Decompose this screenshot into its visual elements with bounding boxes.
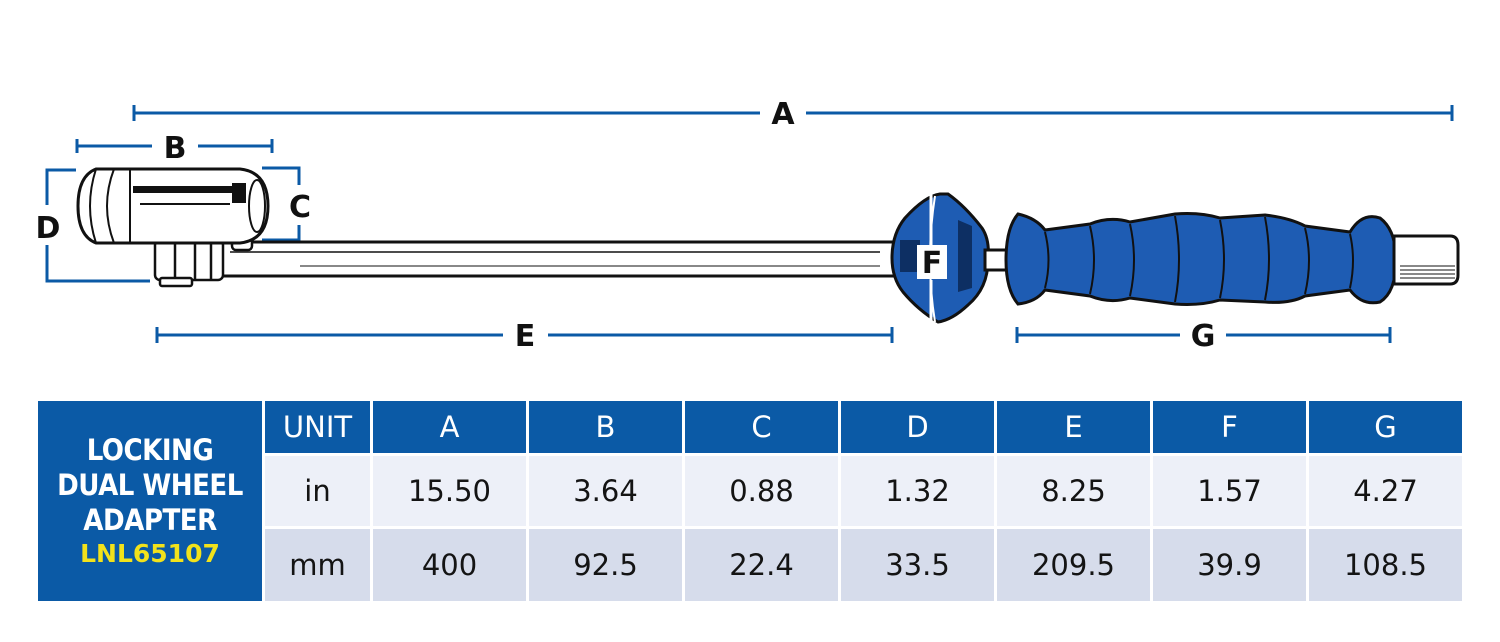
dimension-f bbox=[924, 186, 938, 332]
table-header-row: LOCKING DUAL WHEEL ADAPTER LNL65107 UNIT… bbox=[38, 401, 1462, 601]
header-c: C bbox=[685, 401, 841, 456]
value-cell-in-a: 15.50 bbox=[373, 456, 529, 529]
shaft bbox=[213, 240, 902, 278]
header-f: F bbox=[1153, 401, 1309, 456]
dimension-g bbox=[1015, 327, 1392, 343]
product-name-line1: LOCKING bbox=[86, 432, 214, 467]
product-name-line3: ADAPTER bbox=[83, 502, 217, 537]
socket-head bbox=[76, 167, 270, 245]
product-title-cell: LOCKING DUAL WHEEL ADAPTER LNL65107 bbox=[38, 401, 265, 601]
dimension-b bbox=[75, 139, 274, 153]
dimension-label-b: B bbox=[164, 131, 187, 166]
dimension-a bbox=[132, 105, 1454, 121]
header-b: B bbox=[529, 401, 685, 456]
value-cell-mm-c: 22.4 bbox=[685, 529, 841, 601]
dimension-label-f: F bbox=[922, 246, 943, 281]
value-cell-in-b: 3.64 bbox=[529, 456, 685, 529]
value-cell-in-e: 8.25 bbox=[997, 456, 1153, 529]
tool-diagram: A B C D E G bbox=[36, 97, 1460, 354]
dimension-f-label-bg bbox=[917, 245, 947, 279]
product-name-line2: DUAL WHEEL bbox=[57, 467, 243, 502]
value-cell-in-d: 1.32 bbox=[841, 456, 997, 529]
dimension-e bbox=[155, 327, 894, 343]
value-cell-mm-b: 92.5 bbox=[529, 529, 685, 601]
header-a: A bbox=[373, 401, 529, 456]
header-unit: UNIT bbox=[265, 401, 373, 456]
dimension-d bbox=[45, 168, 150, 283]
unit-cell-in: in bbox=[265, 456, 373, 529]
dimension-label-g: G bbox=[1191, 319, 1216, 354]
value-cell-in-f: 1.57 bbox=[1153, 456, 1309, 529]
value-cell-mm-d: 33.5 bbox=[841, 529, 997, 601]
spec-table: LOCKING DUAL WHEEL ADAPTER LNL65107 UNIT… bbox=[38, 401, 1462, 601]
header-d: D bbox=[841, 401, 997, 456]
part-number: LNL65107 bbox=[80, 538, 220, 568]
value-cell-mm-g: 108.5 bbox=[1309, 529, 1462, 601]
dimension-label-a: A bbox=[771, 97, 795, 132]
dimension-label-c: C bbox=[289, 190, 311, 225]
header-e: E bbox=[997, 401, 1153, 456]
value-cell-in-c: 0.88 bbox=[685, 456, 841, 529]
table-row-in: in 15.50 3.64 0.88 1.32 8.25 1.57 4.27 bbox=[38, 456, 1462, 529]
dimension-label-d: D bbox=[36, 211, 61, 246]
value-cell-mm-e: 209.5 bbox=[997, 529, 1153, 601]
grip bbox=[1004, 212, 1398, 306]
value-cell-in-g: 4.27 bbox=[1309, 456, 1462, 529]
table-row-mm: mm 400 92.5 22.4 33.5 209.5 39.9 108.5 bbox=[38, 529, 1462, 601]
dimension-label-e: E bbox=[515, 319, 536, 354]
dimension-c bbox=[262, 166, 301, 242]
value-cell-mm-a: 400 bbox=[373, 529, 529, 601]
unit-cell-mm: mm bbox=[265, 529, 373, 601]
value-cell-mm-f: 39.9 bbox=[1153, 529, 1309, 601]
end-cap bbox=[1392, 234, 1460, 286]
header-g: G bbox=[1309, 401, 1462, 456]
